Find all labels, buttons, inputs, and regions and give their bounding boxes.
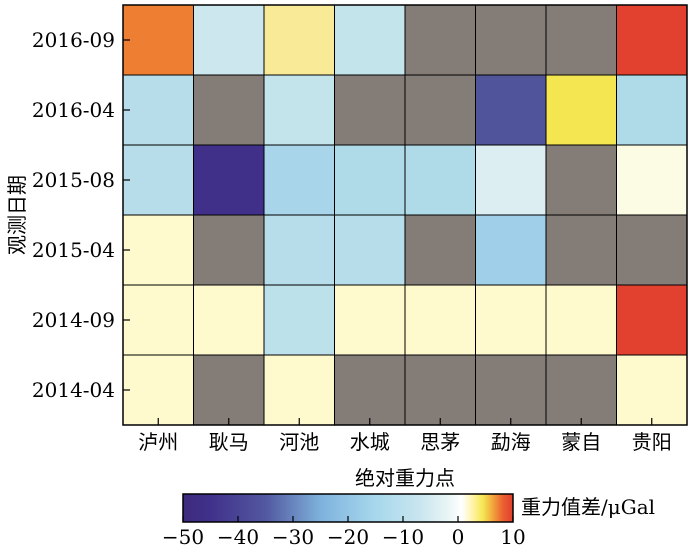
colorbar-tick-label: 10 <box>500 525 525 549</box>
heatmap-cell <box>334 284 406 356</box>
x-tick-label: 泸州 <box>138 430 178 454</box>
heatmap-cell <box>263 4 335 76</box>
heatmap-cell <box>122 144 194 216</box>
heatmap-cell <box>475 4 547 76</box>
x-tick-label: 水城 <box>350 430 390 454</box>
heatmap-cell <box>122 4 194 76</box>
heatmap-cell <box>193 284 265 356</box>
colorbar-label: 重力值差/μGal <box>521 495 655 519</box>
heatmap-cell <box>193 4 265 76</box>
heatmap-cell <box>404 214 476 286</box>
heatmap-cell <box>545 354 617 426</box>
x-axis-title: 绝对重力点 <box>355 466 455 490</box>
colorbar-tick-label: −30 <box>272 525 314 549</box>
heatmap-cell <box>404 144 476 216</box>
heatmap-cell <box>545 74 617 146</box>
y-tick-label: 2015-08 <box>32 168 115 192</box>
heatmap-cell <box>334 74 406 146</box>
colorbar: −50 −40 −30 −20 −10 0 10 重力值差/μGal <box>162 493 655 549</box>
heatmap-cell <box>263 144 335 216</box>
colorbar-tick-label: −10 <box>382 525 424 549</box>
heatmap-cell <box>404 284 476 356</box>
x-tick-label: 蒙自 <box>561 430 601 454</box>
heatmap-cells <box>122 4 688 426</box>
heatmap-cell <box>122 354 194 426</box>
heatmap-cell <box>545 144 617 216</box>
heatmap-cell <box>263 214 335 286</box>
heatmap-cell <box>193 354 265 426</box>
y-axis-title: 观测日期 <box>5 175 29 255</box>
x-tick-label: 勐海 <box>491 430 531 454</box>
x-tick-labels: 泸州 耿马 河池 水城 思茅 勐海 蒙自 贵阳 <box>138 418 672 454</box>
heatmap-cell <box>475 144 547 216</box>
heatmap-cell <box>193 74 265 146</box>
heatmap-cell <box>475 284 547 356</box>
colorbar-tick-label: −20 <box>327 525 369 549</box>
heatmap-cell <box>263 74 335 146</box>
heatmap-cell <box>616 214 688 286</box>
heatmap-cell <box>263 284 335 356</box>
heatmap-cell <box>334 214 406 286</box>
heatmap-cell <box>616 4 688 76</box>
x-tick-label: 河池 <box>279 430 319 454</box>
heatmap-cell <box>545 214 617 286</box>
heatmap-cell <box>404 4 476 76</box>
colorbar-ticks: −50 −40 −30 −20 −10 0 10 <box>162 516 526 549</box>
y-tick-label: 2014-09 <box>32 308 115 332</box>
x-tick-label: 贵阳 <box>632 430 672 454</box>
y-tick-labels: 2016-09 2016-04 2015-08 2015-04 2014-09 2014-… <box>32 28 130 402</box>
heatmap-cell <box>545 4 617 76</box>
heatmap-cell <box>263 354 335 426</box>
y-tick-label: 2016-09 <box>32 28 115 52</box>
colorbar-tick-label: −50 <box>162 525 204 549</box>
x-tick-label: 耿马 <box>209 430 249 454</box>
heatmap-cell <box>545 284 617 356</box>
colorbar-tick-label: −40 <box>217 525 259 549</box>
y-tick-label: 2015-04 <box>32 238 115 262</box>
heatmap-cell <box>404 74 476 146</box>
heatmap-cell <box>122 74 194 146</box>
heatmap-cell <box>475 354 547 426</box>
y-tick-label: 2014-04 <box>32 378 115 402</box>
plot-frame <box>122 4 688 426</box>
colorbar-tick-label: 0 <box>452 525 465 549</box>
heatmap-cell <box>404 354 476 426</box>
heatmap-cell <box>334 144 406 216</box>
x-tick-label: 思茅 <box>420 430 460 454</box>
heatmap-cell <box>193 214 265 286</box>
heatmap-cell <box>122 284 194 356</box>
y-tick-label: 2016-04 <box>32 98 115 122</box>
heatmap-cell <box>616 284 688 356</box>
heatmap-cell <box>334 4 406 76</box>
heatmap-cell <box>616 354 688 426</box>
heatmap-cell <box>616 144 688 216</box>
heatmap-cell <box>122 214 194 286</box>
heatmap-cell <box>616 74 688 146</box>
heatmap-cell <box>475 74 547 146</box>
heatmap-cell <box>475 214 547 286</box>
heatmap-cell <box>193 144 265 216</box>
heatmap-cell <box>334 354 406 426</box>
